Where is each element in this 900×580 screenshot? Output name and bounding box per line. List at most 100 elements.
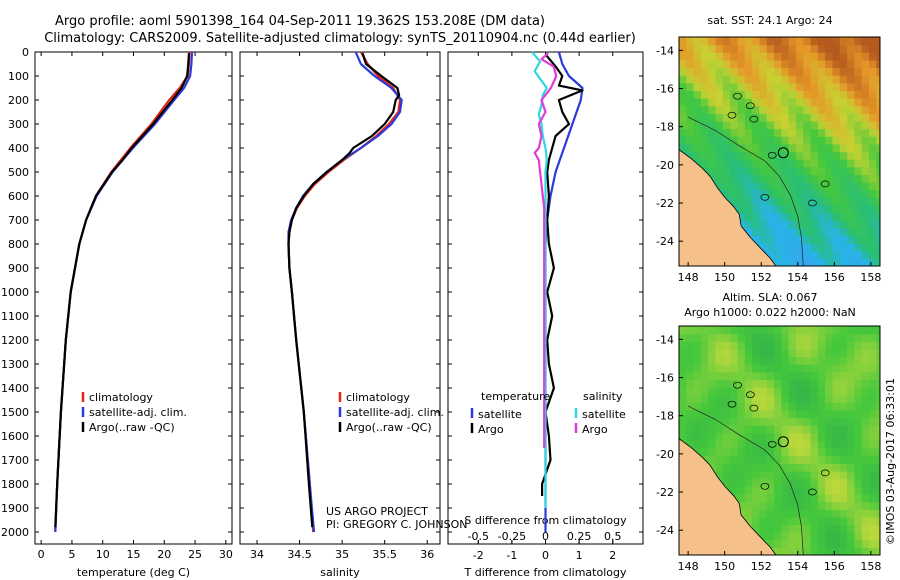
map-cell (744, 174, 753, 183)
map-cell (803, 371, 812, 380)
map-cell (869, 189, 877, 198)
map-cell (737, 52, 746, 61)
map-cell (759, 174, 768, 183)
map-cell (825, 105, 834, 114)
map-cell (803, 227, 812, 236)
map-cell (766, 204, 775, 214)
map-cell (861, 471, 870, 480)
map-cell (759, 128, 768, 137)
y-tick-label: 1600 (1, 430, 29, 443)
reef-outline (820, 180, 830, 188)
map-cell (861, 410, 870, 419)
map-cell (803, 516, 812, 525)
map-cell (839, 90, 848, 99)
map-cell (737, 204, 746, 214)
map-cell (839, 341, 848, 350)
map-cell (854, 394, 863, 403)
reef-outline (808, 488, 817, 496)
y-tick-label: 0 (22, 46, 29, 59)
map-cell (737, 402, 746, 411)
map-cell (810, 235, 819, 244)
map-cell (715, 326, 724, 335)
map-cell (810, 90, 819, 99)
map-cell (803, 220, 812, 229)
map-cell (766, 82, 775, 91)
map-cell (810, 212, 819, 221)
map-cell (876, 440, 880, 449)
map-x-tick-label: 158 (860, 271, 881, 284)
map-cell (832, 166, 841, 175)
map-cell (869, 478, 877, 487)
map-cell (693, 121, 702, 130)
map-cell (752, 105, 760, 114)
map-cell (781, 174, 790, 183)
map-cell (686, 326, 695, 335)
map-cell (810, 326, 819, 335)
map-cell (810, 136, 819, 145)
map-cell (795, 98, 804, 107)
map-cell (700, 425, 709, 434)
map-cell (869, 113, 877, 122)
map-cell (876, 425, 880, 434)
map-cell (788, 425, 797, 434)
map-cell (708, 159, 717, 168)
map-cell (869, 44, 877, 53)
map-cell (679, 356, 687, 365)
map-cell (847, 341, 855, 350)
map-cell (686, 387, 695, 396)
map-cell (759, 105, 768, 114)
map-cell (795, 463, 804, 472)
map-cell (795, 493, 804, 503)
map-cell (825, 189, 834, 198)
map-cell (686, 394, 695, 403)
map-cell (795, 105, 804, 114)
map-cell (722, 189, 731, 198)
map-cell (869, 516, 877, 525)
map-cell (766, 52, 775, 61)
map-cell (715, 326, 724, 327)
map-cell (847, 243, 855, 252)
map-cell (715, 159, 724, 168)
map-cell (861, 371, 870, 380)
map-cell (759, 463, 768, 472)
map-cell (839, 128, 848, 137)
map-cell (730, 387, 739, 396)
map-cell (817, 189, 826, 198)
map-cell (825, 394, 834, 403)
map-cell (817, 128, 826, 137)
map-cell (847, 67, 855, 76)
map-cell (810, 227, 819, 236)
map-cell (781, 44, 790, 53)
map-cell (766, 235, 775, 244)
map-cell (876, 348, 880, 358)
map-cell (722, 455, 731, 464)
map-cell (795, 82, 804, 91)
map-cell (715, 143, 724, 153)
map-cell (854, 75, 863, 84)
map-cell (766, 440, 775, 449)
map-cell (810, 471, 819, 480)
map-cell (722, 182, 731, 191)
map-cell (832, 212, 841, 221)
map-cell (839, 189, 848, 198)
map-cell (803, 197, 812, 206)
map-cell (700, 98, 709, 107)
map-cell (839, 326, 848, 327)
map-cell (861, 539, 870, 548)
map-cell (876, 212, 880, 221)
map-cell (788, 105, 797, 114)
map-cell (722, 143, 731, 153)
map-cell (737, 333, 746, 342)
map-cell (839, 82, 848, 91)
map-cell (752, 486, 760, 495)
map-cell (715, 75, 724, 84)
map-cell (869, 471, 877, 480)
map-cell (774, 356, 782, 365)
map-cell (832, 364, 841, 373)
map-cell (774, 410, 782, 419)
map-cell (847, 448, 855, 457)
map-cell (730, 67, 739, 76)
map-cell (700, 356, 709, 365)
map-cell (839, 402, 848, 411)
